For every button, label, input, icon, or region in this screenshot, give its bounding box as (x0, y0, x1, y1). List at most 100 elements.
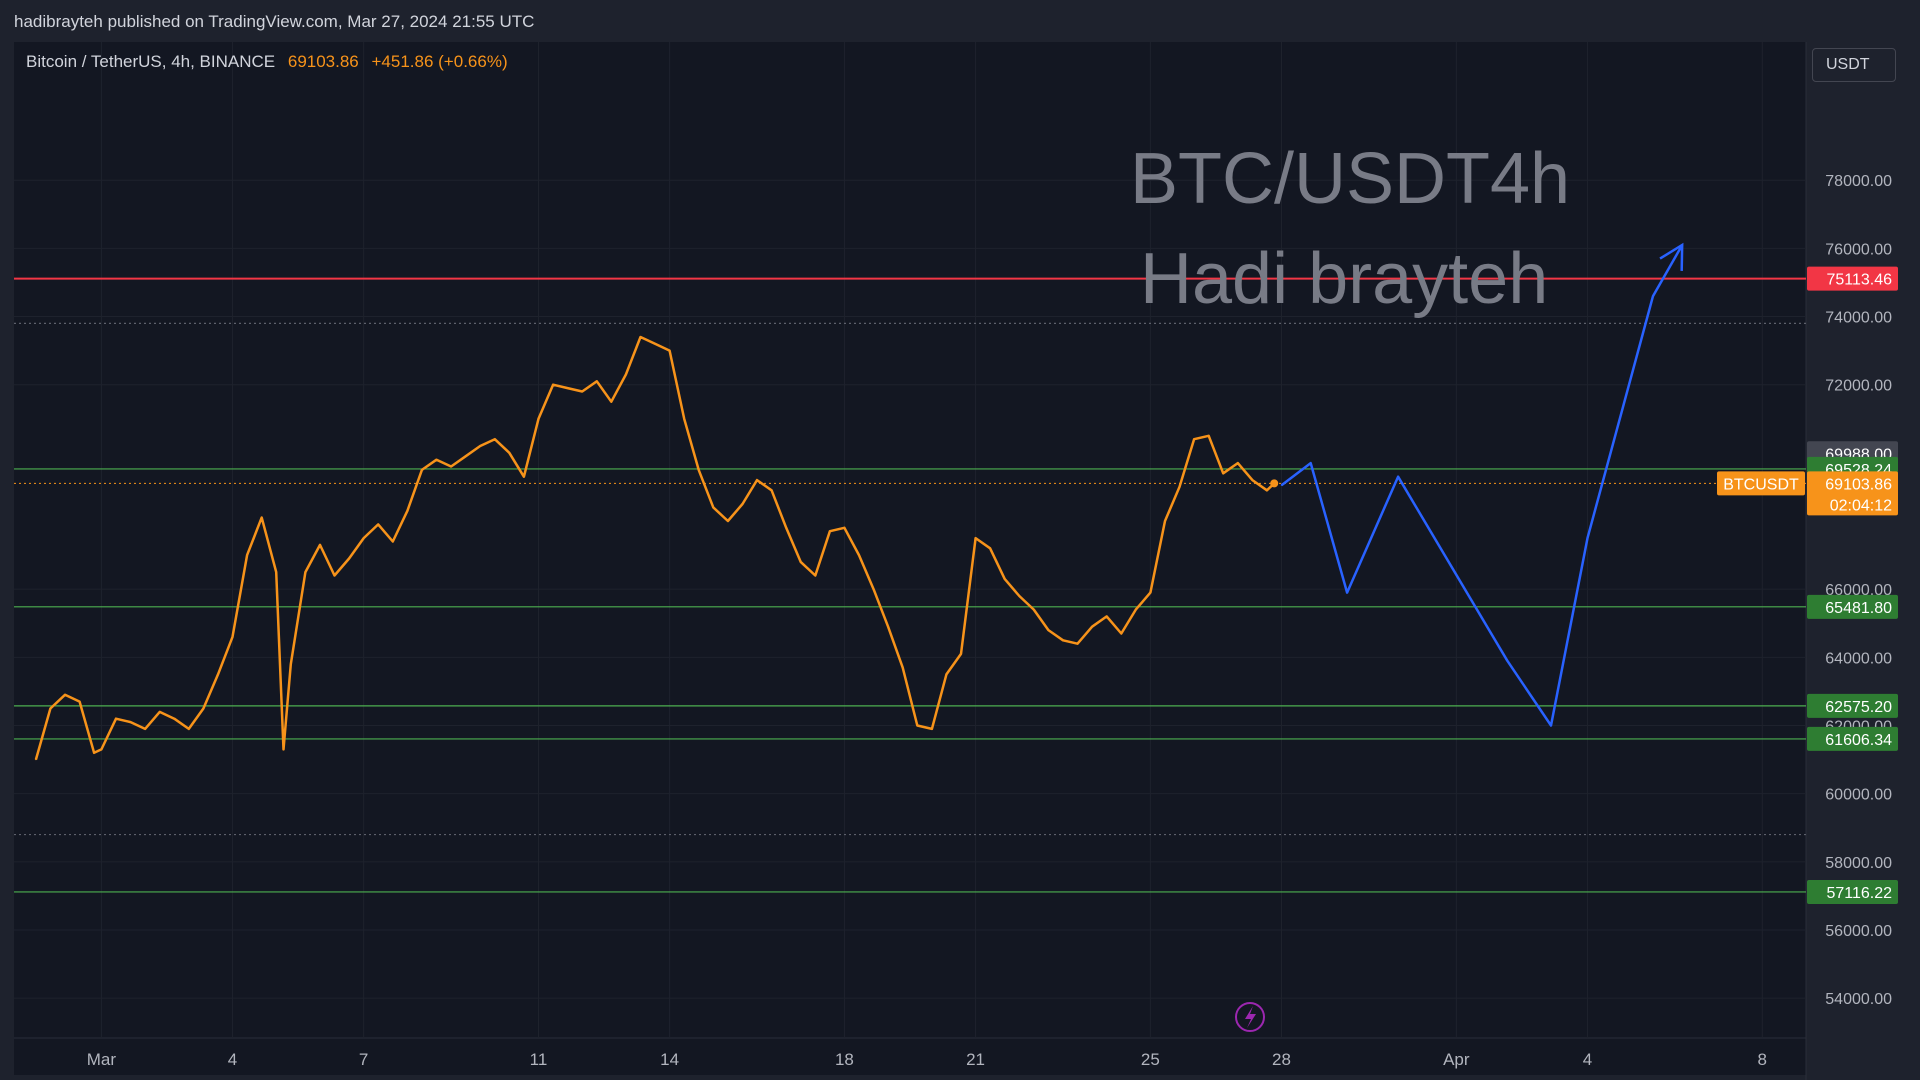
x-tick-label: 4 (228, 1050, 237, 1069)
price-point (100, 748, 103, 750)
price-point (435, 459, 438, 461)
price-point (712, 506, 714, 508)
price-point (625, 373, 627, 376)
price-point (741, 503, 744, 505)
x-tick-label: Apr (1443, 1050, 1470, 1069)
x-tick-label: 11 (530, 1050, 548, 1069)
projection-point (1586, 537, 1589, 539)
price-point (115, 718, 117, 720)
price-axis[interactable]: 78000.0076000.0074000.0072000.0066000.00… (1825, 173, 1892, 1008)
currency-button[interactable]: USDT (1812, 48, 1896, 82)
price-point (858, 554, 860, 556)
price-point (1237, 462, 1239, 464)
support-price-label: 57116.22 (1826, 885, 1892, 902)
price-point (144, 728, 146, 730)
price-point (1106, 615, 1108, 618)
last-price-label: 69103.86 (1825, 476, 1892, 493)
price-point (916, 724, 918, 727)
publish-info: hadibrayteh published on TradingView.com… (14, 12, 535, 31)
watermark-author: Hadi brayteh (1140, 239, 1548, 319)
x-tick-label: 25 (1141, 1050, 1160, 1069)
price-point (537, 418, 540, 420)
price-point (465, 455, 467, 457)
y-tick-label: 64000.00 (1825, 650, 1892, 667)
price-point (129, 721, 132, 723)
horizontal-levels[interactable] (14, 277, 1806, 893)
price-point (406, 510, 408, 512)
last-price-tag (1807, 471, 1898, 516)
resistance-price-tag (1807, 266, 1898, 291)
projection-point (1397, 476, 1399, 478)
price-point (290, 663, 292, 665)
price-point (348, 557, 350, 560)
price-point (421, 469, 423, 471)
price-point (217, 673, 219, 675)
price-point (377, 523, 379, 526)
price-point (770, 489, 773, 491)
price-point (1178, 486, 1181, 488)
price-point (887, 626, 889, 628)
price-point (173, 718, 175, 720)
price-axis-labels: 75113.4669988.0069528.2465481.8062575.20… (1717, 266, 1898, 904)
price-point (669, 350, 671, 352)
price-point (639, 336, 642, 338)
x-tick-label: 14 (660, 1050, 679, 1069)
price-point (989, 547, 991, 549)
price-point (333, 574, 336, 577)
x-tick-label: 8 (1758, 1050, 1767, 1069)
price-point (698, 469, 700, 471)
support-price-label: 65481.80 (1825, 600, 1892, 617)
price-point (974, 537, 977, 539)
price-point (756, 479, 758, 481)
symbol-tag-label: BTCUSDT (1723, 476, 1799, 493)
y-tick-label: 60000.00 (1825, 787, 1892, 804)
price-point (945, 673, 948, 675)
price-point (814, 574, 816, 577)
y-tick-label: 72000.00 (1825, 378, 1892, 395)
projection-arrowhead (1659, 242, 1684, 271)
legend-price: 69103.86 (287, 52, 359, 71)
price-point (282, 748, 285, 750)
price-point (1076, 643, 1079, 645)
support-price-tag (1807, 594, 1898, 619)
price-point (1193, 438, 1195, 440)
price-point (1062, 639, 1064, 641)
x-tick-label: 7 (359, 1050, 368, 1069)
symbol-name: Bitcoin / TetherUS, 4h, BINANCE (26, 52, 276, 71)
y-tick-label: 74000.00 (1825, 310, 1892, 327)
legend-change: +451.86 (+0.66%) (371, 52, 508, 71)
price-point (1164, 520, 1166, 522)
price-point (202, 707, 204, 710)
price-point (231, 636, 234, 638)
price-point (479, 445, 481, 447)
time-axis[interactable]: Mar 4 7 11 14 18 21 25 28 Apr 4 8 (87, 1050, 1767, 1069)
symbol-tag-box (1717, 471, 1805, 496)
projection-series[interactable] (1280, 242, 1684, 727)
dotted-level-lines (14, 322, 1806, 836)
price-point (363, 537, 365, 539)
price-point (1251, 479, 1253, 481)
price-point (683, 418, 685, 420)
price-series[interactable] (34, 335, 1279, 761)
price-point (1120, 632, 1122, 635)
price-point (727, 520, 729, 522)
price-point (1004, 578, 1006, 580)
price-line[interactable] (34, 335, 1276, 760)
x-tick-label: Mar (87, 1050, 117, 1069)
price-point (1208, 435, 1210, 437)
last-price-dot (1270, 479, 1279, 488)
lightning-icon[interactable] (1235, 1002, 1265, 1032)
projection-point (1506, 660, 1508, 662)
price-point (304, 571, 306, 573)
price-point (785, 527, 787, 529)
price-point (581, 390, 583, 393)
price-point (1266, 489, 1268, 491)
y-tick-label: 58000.00 (1825, 855, 1892, 872)
price-point (508, 452, 510, 454)
symbol-legend[interactable]: Bitcoin / TetherUS, 4h, BINANCE 69103.86… (26, 52, 508, 72)
price-point (159, 711, 161, 713)
price-point (1149, 591, 1151, 594)
price-point (1091, 626, 1093, 628)
x-tick-label: 18 (835, 1050, 854, 1069)
